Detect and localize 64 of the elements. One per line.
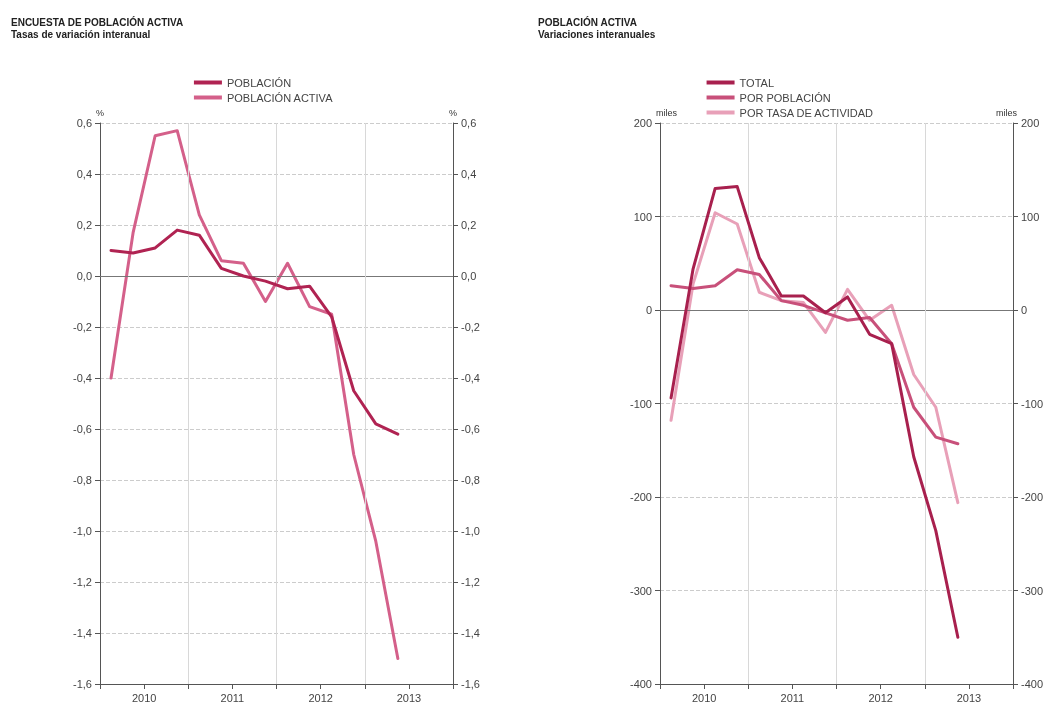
y2-tick-label: -0,2 xyxy=(461,321,480,333)
y2-tick-label: -1,0 xyxy=(461,525,480,537)
x-tick-label: 2010 xyxy=(691,691,717,704)
y2-tick-label: -0,6 xyxy=(461,423,480,435)
y-tick-label: 200 xyxy=(633,117,652,129)
y-tick-label: -200 xyxy=(629,491,652,503)
y2-tick-label: -1,2 xyxy=(461,576,480,588)
y2-tick-label: 0,2 xyxy=(461,219,477,231)
line-series xyxy=(109,228,400,436)
y2-tick-label: 100 xyxy=(1021,210,1040,223)
legend-label: POBLACIÓN ACTIVA xyxy=(226,91,334,104)
legend-label: TOTAL xyxy=(739,76,774,89)
legend-label: POBLACIÓN xyxy=(226,76,292,89)
chart-title: ENCUESTA DE POBLACIÓN ACTIVA xyxy=(11,15,184,28)
y-tick-label: -1,6 xyxy=(73,678,92,690)
x-tick-label: 2012 xyxy=(868,691,893,704)
line-series xyxy=(669,185,960,639)
y-tick-label: -0,4 xyxy=(73,372,92,384)
x-tick-label: 2011 xyxy=(220,691,245,704)
chart-subtitle: Variaciones interanuales xyxy=(538,28,656,40)
y2-tick-label: -100 xyxy=(1021,397,1044,410)
y2-axis-title: % xyxy=(448,108,457,119)
y-tick-label: -1,0 xyxy=(73,525,92,537)
legend-label: POR TASA DE ACTIVIDAD xyxy=(739,106,874,119)
x-tick-label: 2013 xyxy=(956,691,982,704)
y2-tick-label: 0,4 xyxy=(461,168,477,180)
y-tick-label: 0,2 xyxy=(76,219,92,231)
y-tick-label: -400 xyxy=(629,678,652,690)
y-tick-label: -0,8 xyxy=(73,474,92,486)
y2-axis-title: miles xyxy=(995,108,1018,119)
chart-title: POBLACIÓN ACTIVA xyxy=(538,15,637,28)
y2-tick-label: 0,6 xyxy=(461,117,477,129)
y2-tick-label: 200 xyxy=(1021,117,1040,129)
y2-tick-label: -1,6 xyxy=(461,678,480,690)
chart-subtitle: Tasas de variación interanual xyxy=(11,28,151,40)
y-axis-title: % xyxy=(96,108,105,119)
line-series xyxy=(109,129,400,660)
y2-tick-label: -0,8 xyxy=(461,474,480,486)
y2-tick-label: -200 xyxy=(1021,491,1044,503)
y-tick-label: -0,2 xyxy=(73,321,92,333)
y2-tick-label: -300 xyxy=(1021,584,1044,597)
x-tick-label: 2012 xyxy=(308,691,333,704)
y-tick-label: -300 xyxy=(629,584,652,597)
line-series xyxy=(669,211,960,505)
y-tick-label: -1,2 xyxy=(73,576,92,588)
y-tick-label: 100 xyxy=(633,210,652,223)
y2-tick-label: -400 xyxy=(1021,678,1044,690)
y2-tick-label: -0,4 xyxy=(461,372,480,384)
y-tick-label: 0,4 xyxy=(76,168,92,180)
line-series xyxy=(669,268,960,446)
y-tick-label: 0 xyxy=(645,304,652,316)
y2-tick-label: 0,0 xyxy=(461,270,477,282)
legend-label: POR POBLACIÓN xyxy=(739,91,831,104)
y2-tick-label: -1,4 xyxy=(461,627,480,639)
y-tick-label: 0,0 xyxy=(76,270,92,282)
x-tick-label: 2013 xyxy=(396,691,422,704)
x-tick-label: 2010 xyxy=(131,691,157,704)
y-tick-label: -0,6 xyxy=(73,423,92,435)
y-tick-label: -1,4 xyxy=(73,627,92,639)
y-axis-title: miles xyxy=(656,108,678,119)
y-tick-label: 0,6 xyxy=(76,117,92,129)
x-tick-label: 2011 xyxy=(780,691,805,704)
y-tick-label: -100 xyxy=(629,397,652,410)
y2-tick-label: 0 xyxy=(1021,304,1028,316)
